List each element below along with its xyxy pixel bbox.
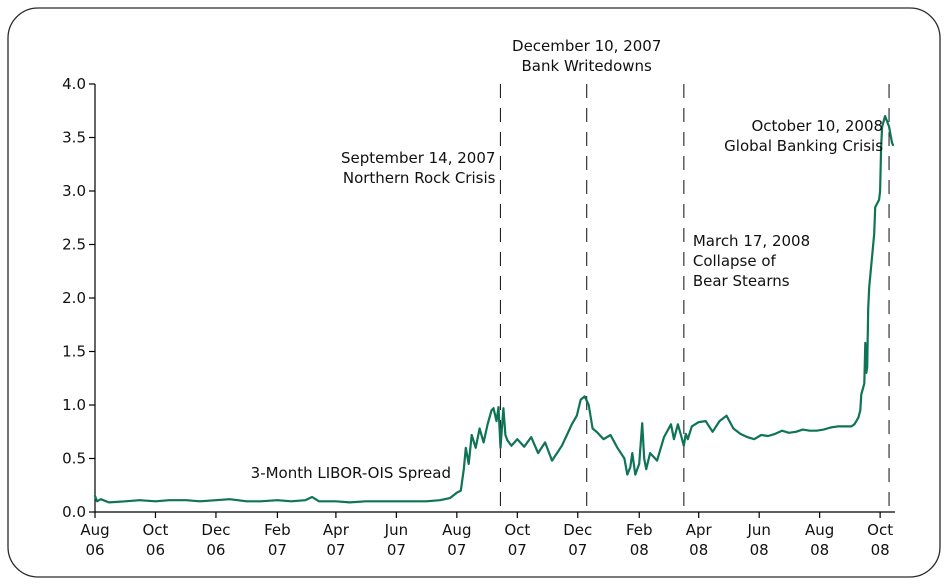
x-tick-year: 08: [689, 541, 708, 559]
x-tick-month: Jun: [746, 521, 770, 539]
event-annotation-text: Bank Writedowns: [522, 57, 653, 75]
x-tick-year: 08: [871, 541, 890, 559]
event-annotation-text: Collapse of: [693, 252, 777, 270]
y-tick-label: 0.0: [62, 503, 86, 521]
event-annotation-text: Northern Rock Crisis: [343, 169, 496, 187]
x-tick-year: 06: [85, 541, 104, 559]
y-tick-label: 1.0: [62, 396, 86, 414]
chart-border: [7, 7, 941, 578]
y-tick-label: 3.0: [62, 182, 86, 200]
event-annotation-text: September 14, 2007: [341, 149, 495, 167]
x-tick-month: Feb: [626, 521, 653, 539]
annotations: September 14, 2007 Northern Rock Crisis De…: [341, 37, 883, 290]
series-label: 3-Month LIBOR-OIS Spread: [251, 464, 451, 482]
x-tick-month: Feb: [264, 521, 291, 539]
y-tick-label: 1.5: [62, 343, 86, 361]
x-tick-month: Aug: [442, 521, 471, 539]
x-tick-year: 07: [508, 541, 527, 559]
x-tick-month: Jun: [384, 521, 408, 539]
x-tick-month: Aug: [80, 521, 109, 539]
x-tick-year: 08: [630, 541, 649, 559]
event-annotation-text: Bear Stearns: [693, 272, 790, 290]
x-tick-year: 08: [810, 541, 829, 559]
y-tick-label: 0.5: [62, 450, 86, 468]
x-tick-month: Aug: [805, 521, 834, 539]
x-tick-year: 07: [447, 541, 466, 559]
x-tick-month: Apr: [686, 521, 713, 539]
y-tick-label: 4.0: [62, 75, 86, 93]
x-tick-year: 06: [206, 541, 225, 559]
series-line-libor-ois: [93, 115, 895, 504]
x-tick-year: 07: [268, 541, 287, 559]
event-annotation-text: Global Banking Crisis: [724, 137, 883, 155]
y-tick-label: 2.0: [62, 289, 86, 307]
x-tick-month: Dec: [201, 521, 230, 539]
x-tick-month: Oct: [504, 521, 530, 539]
x-tick-year: 08: [750, 541, 769, 559]
y-tick-label: 3.5: [62, 129, 86, 147]
x-tick-month: Dec: [563, 521, 592, 539]
x-tick-year: 07: [326, 541, 345, 559]
x-tick-year: 07: [568, 541, 587, 559]
x-tick-month: Oct: [143, 521, 169, 539]
event-annotation-text: December 10, 2007: [512, 37, 661, 55]
event-annotation-text: March 17, 2008: [693, 232, 810, 250]
y-ticks: 0.0 0.5 1.0 1.5 2.0 2.5 3.0 3.5 4.0: [62, 75, 95, 521]
x-tick-month: Apr: [323, 521, 350, 539]
x-tick-month: Oct: [867, 521, 893, 539]
x-tick-year: 07: [387, 541, 406, 559]
x-tick-year: 06: [146, 541, 165, 559]
y-tick-label: 2.5: [62, 236, 86, 254]
x-ticks: Aug 06 Oct 06 Dec 06 Feb 07 Apr 07 Jun 07 Aug 07 Oct 07…: [80, 512, 893, 559]
event-annotation-text: October 10, 2008: [751, 117, 883, 135]
